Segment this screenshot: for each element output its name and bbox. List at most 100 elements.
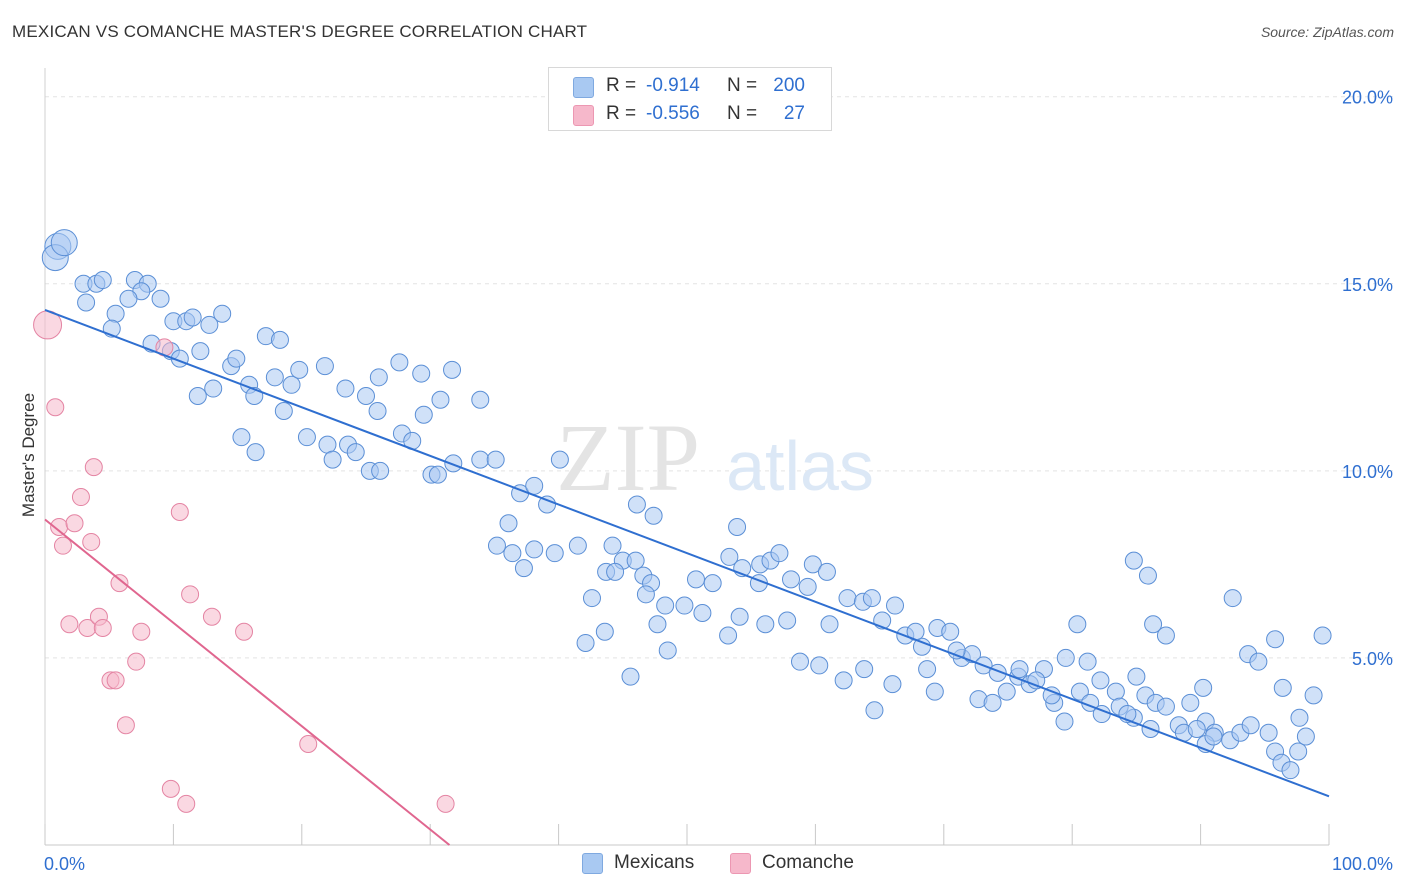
point-mexicans-80: [656, 596, 675, 615]
point-mexicans-100: [941, 622, 960, 641]
legend-r-label: R =: [606, 103, 637, 124]
watermark: ZIP atlas: [556, 404, 874, 511]
point-comanche-9: [84, 458, 103, 477]
point-mexicans-139: [865, 701, 884, 720]
point-mexicans-66: [499, 514, 518, 533]
point-mexicans-9: [119, 289, 138, 308]
point-mexicans-187: [627, 495, 646, 514]
point-mexicans-159: [1156, 626, 1175, 645]
point-mexicans-42: [471, 390, 490, 409]
bottom-legend-comanche: Comanche: [730, 852, 870, 876]
point-mexicans-48: [297, 428, 316, 447]
point-mexicans-71: [545, 544, 564, 563]
point-mexicans-128: [1281, 761, 1300, 780]
point-mexicans-96: [886, 596, 905, 615]
point-mexicans-38: [390, 353, 409, 372]
point-mexicans-41: [431, 390, 450, 409]
point-mexicans-169: [1290, 708, 1309, 727]
point-mexicans-91: [817, 562, 836, 581]
point-mexicans-131: [1304, 686, 1323, 705]
point-mexicans-5: [93, 271, 112, 290]
point-comanche-15: [116, 716, 135, 735]
stats-legend: R = -0.914 N = 200 R = -0.556 N = 27: [548, 67, 832, 131]
point-mexicans-164: [1223, 589, 1242, 608]
point-comanche-25: [436, 794, 455, 813]
point-mexicans-148: [1010, 660, 1029, 679]
point-comanche-11: [93, 618, 112, 637]
point-mexicans-177: [675, 596, 694, 615]
point-mexicans-181: [595, 622, 614, 641]
point-mexicans-63: [525, 476, 544, 495]
point-mexicans-153: [1078, 652, 1097, 671]
point-comanche-5: [65, 514, 84, 533]
point-mexicans-138: [855, 660, 874, 679]
point-mexicans-36: [357, 387, 375, 406]
point-mexicans-147: [997, 682, 1016, 701]
point-mexicans-39: [412, 364, 431, 383]
point-mexicans-167: [1266, 630, 1285, 649]
x-tick-label-1: 100.0%: [1332, 854, 1393, 874]
legend-n-value: 27: [783, 103, 805, 124]
point-mexicans-135: [810, 656, 829, 675]
point-mexicans-15: [183, 308, 202, 327]
point-mexicans-52: [346, 443, 365, 462]
point-mexicans-49: [318, 435, 337, 454]
point-mexicans-185: [798, 577, 817, 596]
tick-labels: 5.0% 10.0% 15.0% 20.0% 0.0% 100.0%: [44, 88, 1393, 874]
point-mexicans-129: [1289, 742, 1308, 761]
point-mexicans-171: [1138, 566, 1157, 585]
point-comanche-18: [161, 779, 180, 798]
point-comanche-4: [60, 615, 79, 634]
y-tick-label-3: 20.0%: [1342, 88, 1393, 108]
point-mexicans-60: [471, 450, 490, 469]
point-mexicans-109: [1056, 648, 1075, 667]
point-mexicans-151: [1055, 712, 1074, 731]
point-mexicans-16: [200, 315, 219, 334]
point-mexicans-26: [270, 330, 289, 349]
point-mexicans-54: [371, 461, 390, 480]
point-mexicans-132: [1313, 626, 1332, 645]
watermark-zip: ZIP: [556, 404, 700, 511]
point-mexicans-64: [538, 495, 557, 514]
point-mexicans-12: [151, 289, 170, 308]
point-mexicans-125: [1259, 723, 1278, 742]
bottom-legend-swatch-mexicans: [582, 853, 603, 874]
point-mexicans-32: [282, 375, 301, 394]
point-mexicans-40: [443, 360, 462, 379]
point-mexicans-170: [1124, 551, 1143, 570]
point-mexicans-50: [323, 450, 342, 469]
point-mexicans-157: [1127, 667, 1146, 686]
trend-line-comanche: [44, 518, 451, 846]
point-mexicans-46: [232, 428, 251, 447]
point-mexicans-44: [368, 401, 387, 420]
point-mexicans-110: [1070, 682, 1089, 701]
legend-r-label: R =: [606, 75, 637, 96]
x-tick-label-0: 0.0%: [44, 854, 85, 874]
legend-row-mexicans: R = -0.914 N = 200: [549, 72, 831, 100]
point-mexicans-58: [428, 465, 447, 484]
point-mexicans-35: [336, 379, 355, 398]
point-mexicans-65: [550, 450, 569, 469]
y-tick-label-1: 10.0%: [1342, 462, 1393, 482]
point-mexicans-76: [606, 562, 625, 581]
point-mexicans-27: [204, 379, 223, 398]
legend-r-value: -0.556: [646, 103, 700, 124]
bottom-legend-label-comanche: Comanche: [762, 852, 854, 873]
point-mexicans-69: [514, 559, 533, 578]
point-mexicans-77: [626, 551, 645, 570]
point-mexicans-179: [719, 626, 738, 645]
point-mexicans-136: [820, 615, 839, 634]
point-mexicans-37: [369, 368, 388, 387]
point-mexicans-67: [487, 536, 506, 555]
point-mexicans-98: [912, 637, 931, 656]
point-comanche-17: [132, 622, 151, 641]
legend-swatch-mexicans: [573, 77, 594, 98]
point-mexicans-70: [525, 540, 544, 559]
point-mexicans-143: [925, 682, 944, 701]
point-mexicans-92: [838, 589, 857, 608]
point-mexicans-178: [693, 604, 712, 623]
point-mexicans-83: [720, 547, 739, 566]
legend-n-label: N =: [727, 75, 758, 96]
legend-row-comanche: R = -0.556 N = 27: [549, 100, 831, 128]
point-mexicans-161: [1187, 720, 1206, 739]
